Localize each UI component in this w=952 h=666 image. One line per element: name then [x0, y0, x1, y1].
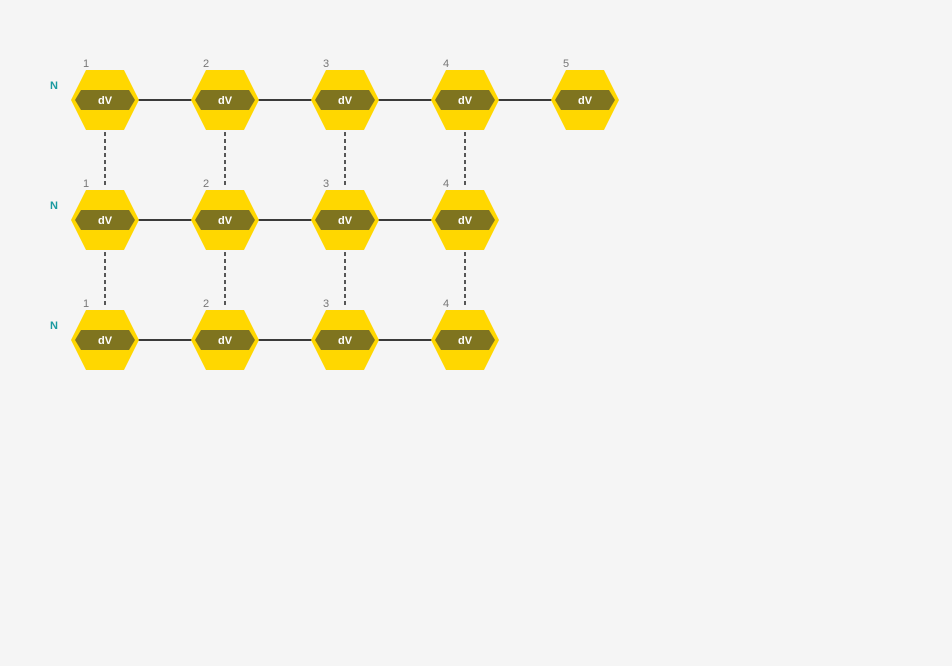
node-text: dV — [218, 95, 233, 107]
vertical-links — [104, 132, 466, 308]
node-badge — [195, 330, 255, 350]
row-labels: N N N — [50, 80, 58, 332]
row-label: N — [50, 80, 58, 92]
node-badge — [315, 330, 375, 350]
node-index-label: 1 — [83, 298, 89, 310]
node-index-label: 1 — [83, 58, 89, 70]
node-text: dV — [218, 335, 233, 347]
node-index-label: 4 — [443, 298, 449, 310]
node-index-label: 3 — [323, 298, 329, 310]
node-badge — [195, 90, 255, 110]
node-badge — [75, 210, 135, 230]
node-badge — [435, 330, 495, 350]
node-index-label: 1 — [83, 178, 89, 190]
node-badge — [75, 90, 135, 110]
node[interactable]: dV 4 — [431, 298, 499, 370]
node[interactable]: dV 4 — [431, 178, 499, 250]
node-text: dV — [338, 95, 353, 107]
node-badge — [195, 210, 255, 230]
node-index-label: 4 — [443, 58, 449, 70]
node-text: dV — [458, 95, 473, 107]
node-badge — [75, 330, 135, 350]
node-index-label: 5 — [563, 58, 569, 70]
node-text: dV — [458, 335, 473, 347]
node-badge — [555, 90, 615, 110]
node-index-label: 2 — [203, 58, 209, 70]
node[interactable]: dV 1 — [71, 298, 139, 370]
node-text: dV — [98, 215, 113, 227]
node-text: dV — [578, 95, 593, 107]
node-index-label: 2 — [203, 178, 209, 190]
node-index-label: 3 — [323, 178, 329, 190]
horizontal-edges — [137, 99, 553, 341]
node-text: dV — [338, 335, 353, 347]
node[interactable]: dV 3 — [311, 58, 379, 130]
row-label: N — [50, 200, 58, 212]
node-badge — [435, 90, 495, 110]
node-index-label: 2 — [203, 298, 209, 310]
node[interactable]: dV 5 — [551, 58, 619, 130]
node[interactable]: dV 1 — [71, 58, 139, 130]
node-text: dV — [458, 215, 473, 227]
node[interactable]: dV 3 — [311, 298, 379, 370]
node[interactable]: dV 4 — [431, 58, 499, 130]
node-text: dV — [338, 215, 353, 227]
node[interactable]: dV 1 — [71, 178, 139, 250]
node-badge — [435, 210, 495, 230]
node-badge — [315, 90, 375, 110]
node[interactable]: dV 2 — [191, 298, 259, 370]
node[interactable]: dV 2 — [191, 58, 259, 130]
node-index-label: 3 — [323, 58, 329, 70]
row-label: N — [50, 320, 58, 332]
node-badge — [315, 210, 375, 230]
node-text: dV — [98, 335, 113, 347]
node-index-label: 4 — [443, 178, 449, 190]
nodes: dV 1 dV 2 dV 3 dV 4 dV 5 dV 1 dV 2 dV 3 dV 4 dV 1 dV 2 dV 3 dV 4 — [71, 58, 619, 370]
node[interactable]: dV 3 — [311, 178, 379, 250]
node[interactable]: dV 2 — [191, 178, 259, 250]
node-text: dV — [218, 215, 233, 227]
node-text: dV — [98, 95, 113, 107]
